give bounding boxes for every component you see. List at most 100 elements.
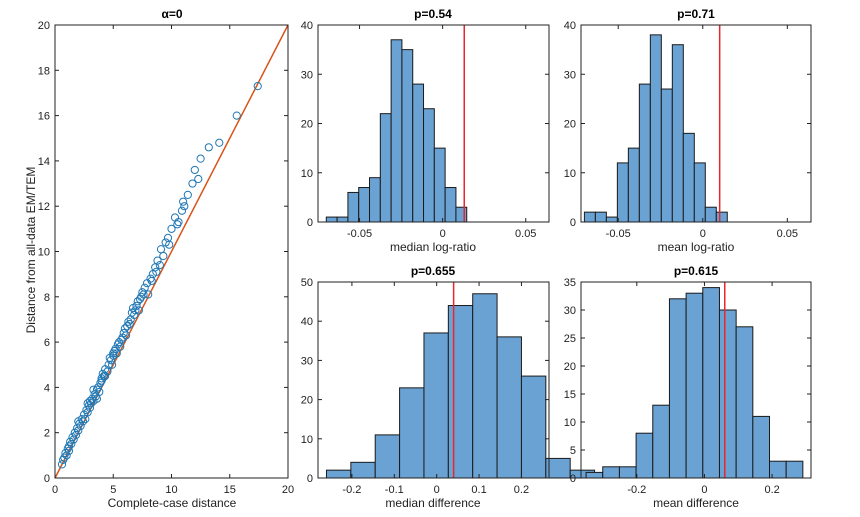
h4-xtick-label: 0 bbox=[701, 484, 707, 496]
histogram-median-difference: p=0.655 median difference -0.2 -0.1 0 0.1 0.… bbox=[301, 264, 596, 510]
hist4-title: p=0.615 bbox=[674, 264, 719, 278]
h2-bar bbox=[649, 34, 662, 223]
h2-ytick-label: 10 bbox=[564, 168, 576, 180]
h3-bar bbox=[472, 293, 498, 479]
scatter-point bbox=[97, 374, 106, 383]
h2-axes-box bbox=[580, 24, 812, 223]
h2-bar bbox=[638, 83, 651, 223]
scatter-point bbox=[123, 322, 132, 331]
scatter-point bbox=[180, 202, 189, 211]
h4-bar bbox=[685, 292, 704, 479]
scatter-point bbox=[120, 324, 130, 333]
histogram-mean-log-ratio: p=0.71 mean log-ratio -0.05 0 0.05 0 10 20 30 4… bbox=[564, 7, 812, 254]
h3-ytick-label: 20 bbox=[301, 395, 313, 407]
scatter-point bbox=[117, 335, 126, 344]
hist2-title: p=0.71 bbox=[677, 7, 715, 21]
scatter-point bbox=[94, 383, 103, 392]
scatter-point bbox=[144, 290, 153, 299]
h1-ytick-label: 30 bbox=[301, 69, 313, 81]
h1-bar bbox=[433, 147, 446, 223]
h3-bar bbox=[423, 332, 449, 479]
h3-xtick-label: 0.2 bbox=[514, 484, 529, 496]
h2-bar bbox=[693, 162, 706, 223]
h1-xtick-label: -0.05 bbox=[347, 228, 372, 240]
scatter-point bbox=[131, 306, 140, 315]
h3-bar bbox=[545, 457, 571, 479]
scatter-ytick-label: 10 bbox=[38, 247, 50, 259]
h4-bar bbox=[668, 298, 687, 479]
hist4-xlabel: mean difference bbox=[653, 496, 739, 510]
hist3-title: p=0.655 bbox=[411, 264, 456, 278]
h2-ytick-label: 40 bbox=[564, 20, 576, 32]
h4-bar bbox=[602, 466, 620, 479]
h3-xtick-label: 0 bbox=[434, 484, 440, 496]
scatter-xtick-label: 20 bbox=[282, 484, 294, 496]
h3-ytick-label: 30 bbox=[301, 355, 313, 367]
h2-bar bbox=[671, 44, 684, 223]
h2-ytick-label: 0 bbox=[570, 217, 576, 229]
scatter-point bbox=[112, 349, 121, 358]
h2-bar bbox=[616, 162, 629, 223]
h3-bar bbox=[350, 461, 376, 479]
scatter-point bbox=[179, 197, 188, 206]
scatter-panel: α=0 Complete-case distance Distance from… bbox=[24, 7, 294, 510]
scatter-point bbox=[163, 233, 173, 243]
h4-ytick-label: 5 bbox=[570, 445, 576, 457]
h1-bar bbox=[390, 39, 403, 223]
h4-bar bbox=[702, 287, 720, 479]
h4-xtick-label: -0.2 bbox=[627, 484, 646, 496]
h3-bar bbox=[520, 375, 547, 479]
h4-bar bbox=[652, 404, 670, 479]
scatter-point bbox=[253, 82, 262, 91]
h1-bar bbox=[325, 216, 338, 223]
h1-axes-box bbox=[317, 24, 550, 223]
h2-bar bbox=[605, 216, 618, 223]
scatter-xtick-label: 10 bbox=[165, 484, 177, 496]
h4-axes-box bbox=[580, 281, 812, 479]
scatter-title: α=0 bbox=[161, 7, 182, 21]
h4-bar bbox=[735, 326, 754, 479]
scatter-ytick-label: 6 bbox=[44, 337, 50, 349]
scatter-xtick-label: 15 bbox=[224, 484, 236, 496]
scatter-point bbox=[232, 111, 241, 120]
scatter-ytick-label: 14 bbox=[38, 156, 50, 168]
scatter-point bbox=[111, 344, 120, 353]
h4-ytick-label: 0 bbox=[570, 473, 576, 485]
scatter-point bbox=[165, 240, 174, 249]
h1-bar bbox=[347, 191, 360, 223]
h4-xtick-label: 0.2 bbox=[764, 484, 779, 496]
h4-ytick-label: 35 bbox=[564, 277, 576, 289]
h4-ytick-label: 25 bbox=[564, 333, 576, 345]
hist1-xlabel: median log-ratio bbox=[390, 240, 476, 254]
h2-bar bbox=[627, 147, 640, 223]
scatter-ytick-label: 20 bbox=[38, 20, 50, 32]
h1-xtick-label: 0.05 bbox=[515, 228, 536, 240]
h2-bar bbox=[583, 211, 596, 223]
h4-bar bbox=[752, 415, 770, 479]
scatter-point bbox=[155, 260, 164, 270]
h3-ytick-label: 10 bbox=[301, 434, 313, 446]
h2-xtick-label: 0.05 bbox=[777, 228, 798, 240]
scatter-xlabel: Complete-case distance bbox=[108, 496, 237, 510]
h2-ytick-label: 30 bbox=[564, 69, 576, 81]
h1-bar bbox=[379, 113, 392, 223]
h1-bar bbox=[412, 83, 425, 223]
histogram-median-log-ratio: p=0.54 median log-ratio -0.05 0 0.05 0 10 20 3… bbox=[301, 7, 550, 254]
scatter-ytick-label: 8 bbox=[44, 292, 50, 304]
h1-bar bbox=[455, 206, 468, 223]
h1-bar bbox=[401, 49, 414, 223]
h2-ytick-label: 20 bbox=[564, 119, 576, 131]
h4-bar bbox=[618, 466, 637, 479]
hist3-xlabel: median difference bbox=[385, 496, 481, 510]
h2-xtick-label: -0.05 bbox=[606, 228, 631, 240]
scatter-point bbox=[167, 224, 176, 233]
scatter-point bbox=[135, 294, 145, 304]
h2-bar bbox=[704, 206, 717, 223]
scatter-point bbox=[132, 301, 141, 310]
hist2-xlabel: mean log-ratio bbox=[658, 240, 735, 254]
scatter-point bbox=[188, 179, 197, 188]
scatter-point bbox=[204, 143, 213, 152]
h4-bar bbox=[635, 432, 654, 479]
scatter-ytick-label: 4 bbox=[44, 382, 50, 394]
h3-axes-box bbox=[317, 281, 550, 479]
